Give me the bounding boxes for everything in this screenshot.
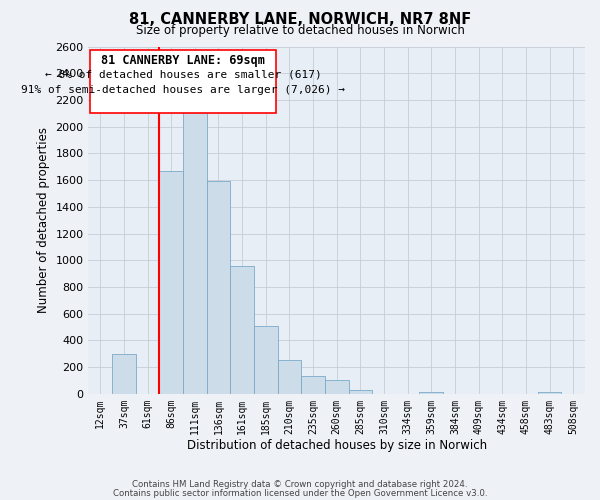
Text: ← 8% of detached houses are smaller (617): ← 8% of detached houses are smaller (617…	[44, 69, 322, 79]
Bar	[419, 392, 443, 394]
Bar	[183, 110, 206, 394]
X-axis label: Distribution of detached houses by size in Norwich: Distribution of detached houses by size …	[187, 440, 487, 452]
Text: 81, CANNERBY LANE, NORWICH, NR7 8NF: 81, CANNERBY LANE, NORWICH, NR7 8NF	[129, 12, 471, 28]
Bar	[112, 354, 136, 394]
Bar	[230, 266, 254, 394]
FancyBboxPatch shape	[89, 50, 277, 114]
Text: Contains HM Land Registry data © Crown copyright and database right 2024.: Contains HM Land Registry data © Crown c…	[132, 480, 468, 489]
Bar	[325, 380, 349, 394]
Text: Contains public sector information licensed under the Open Government Licence v3: Contains public sector information licen…	[113, 488, 487, 498]
Bar	[206, 182, 230, 394]
Text: Size of property relative to detached houses in Norwich: Size of property relative to detached ho…	[136, 24, 464, 37]
Bar	[301, 376, 325, 394]
Bar	[254, 326, 278, 394]
Text: 91% of semi-detached houses are larger (7,026) →: 91% of semi-detached houses are larger (…	[21, 85, 345, 95]
Bar	[349, 390, 372, 394]
Bar	[278, 360, 301, 394]
Bar	[538, 392, 562, 394]
Y-axis label: Number of detached properties: Number of detached properties	[37, 127, 50, 313]
Text: 81 CANNERBY LANE: 69sqm: 81 CANNERBY LANE: 69sqm	[101, 54, 265, 67]
Bar	[160, 170, 183, 394]
